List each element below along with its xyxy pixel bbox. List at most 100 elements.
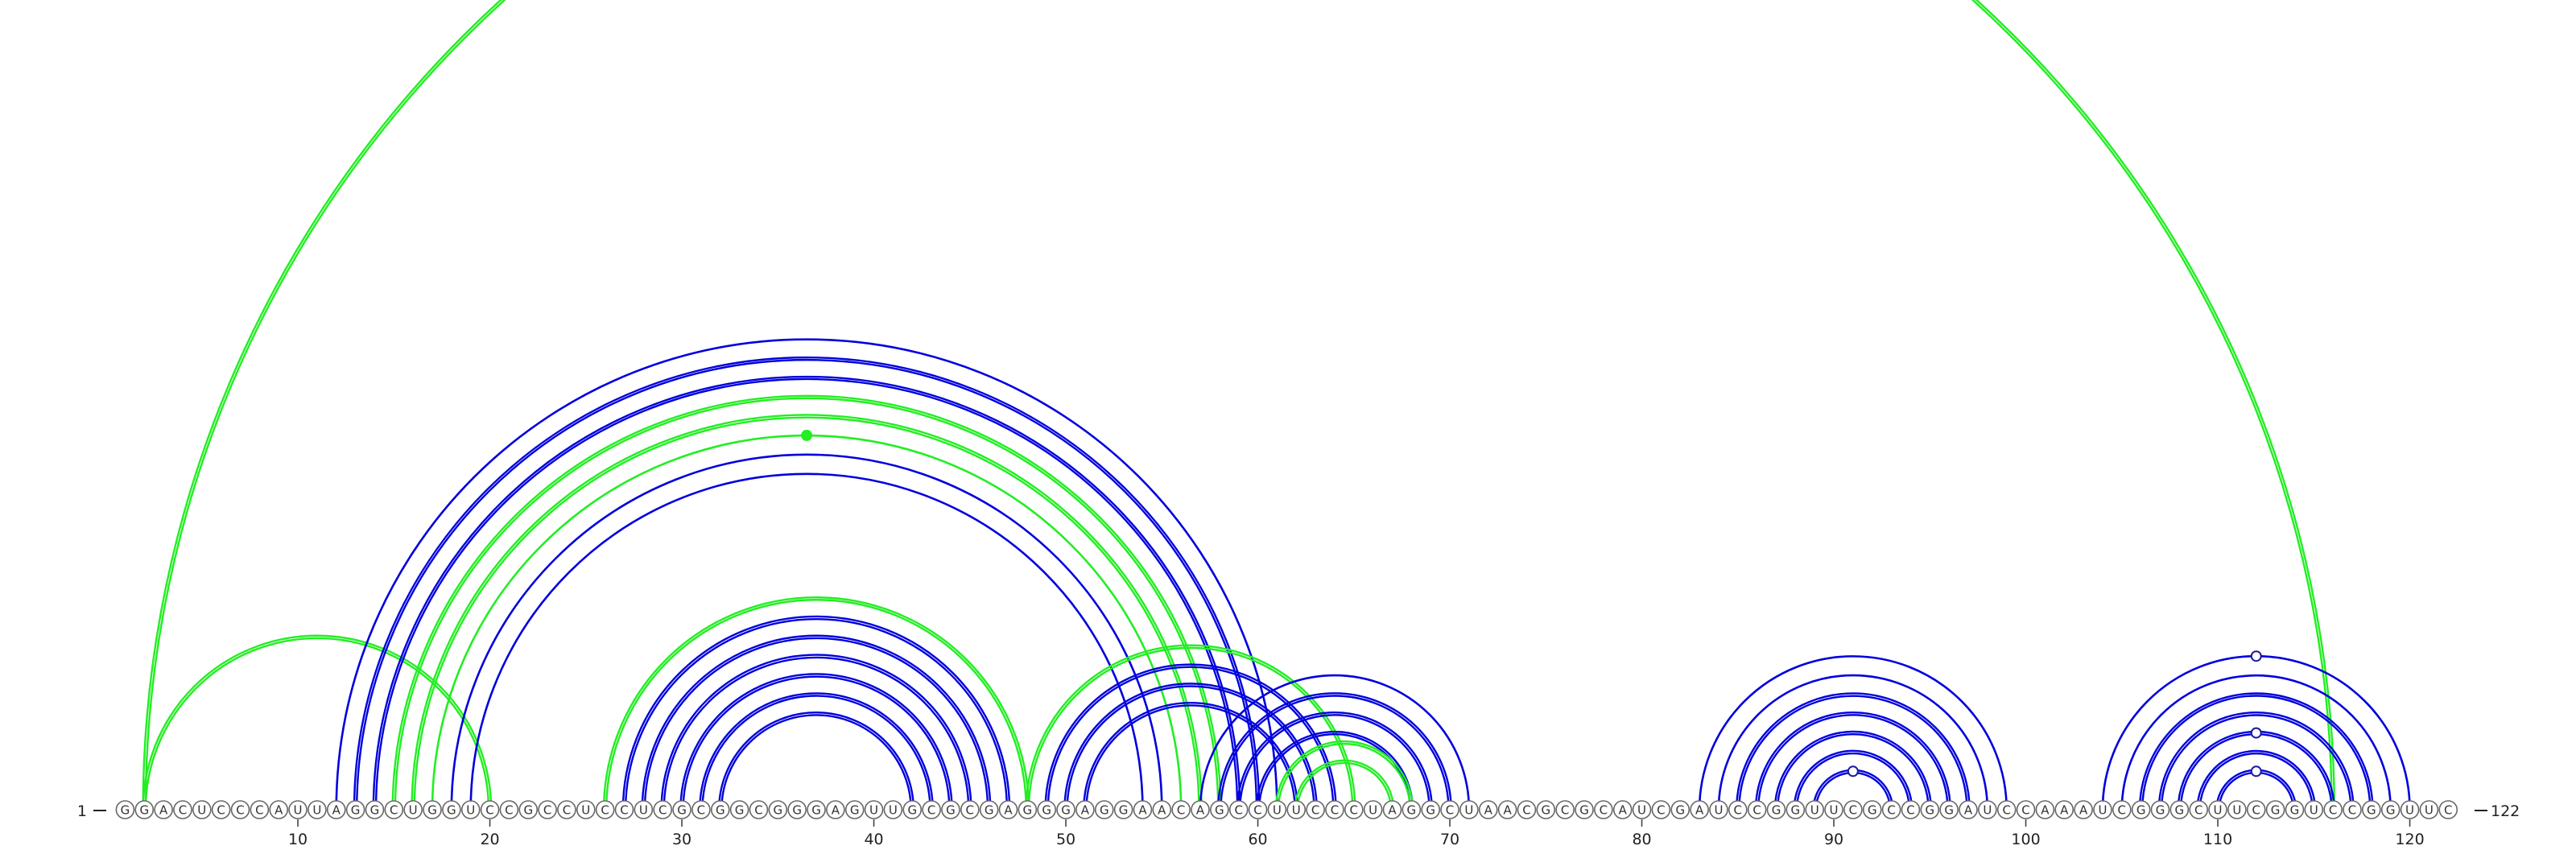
base-pair-arc-84-98 [1717, 674, 1989, 811]
nucleotide-circle [960, 800, 980, 819]
nucleotide-84: U [1709, 800, 1728, 819]
nucleotide-letter: U [889, 803, 898, 818]
nucleotide-59: C [1228, 800, 1249, 819]
nucleotide-circle [2189, 800, 2208, 819]
nucleotide-letter: C [1522, 803, 1530, 818]
arc-marker-89-93 [1847, 765, 1859, 778]
nucleotide-circle [365, 800, 385, 819]
nucleotide-64: C [1325, 800, 1344, 819]
base-pair-arc-16-57-inner [413, 416, 1200, 811]
nucleotide-circle [1728, 800, 1748, 819]
nucleotide-73: A [1497, 800, 1517, 819]
nucleotide-circle [2246, 800, 2266, 819]
nucleotide-letter: A [1196, 803, 1205, 818]
nucleotide-42: G [902, 800, 923, 819]
nucleotide-35: G [768, 800, 788, 819]
nucleotide-108: G [2169, 800, 2190, 819]
nucleotide-letter: A [1964, 803, 1973, 818]
nucleotide-letter: G [1426, 803, 1435, 818]
base-pair-arc-15-58-inner [394, 397, 1220, 811]
nucleotide-circle [2419, 800, 2439, 819]
nucleotide-letter: C [255, 803, 263, 818]
nucleotide-letter: G [1100, 803, 1109, 818]
nucleotide-circle [499, 800, 519, 819]
base-pair-arc-49-64-inner [1046, 666, 1335, 811]
nucleotide-51: A [1075, 800, 1095, 819]
nucleotide-44: G [941, 800, 960, 819]
base-pair-arc-28-46-inner [643, 637, 989, 811]
nucleotide-letter: A [1004, 803, 1013, 818]
nucleotide-circle [308, 800, 327, 819]
nucleotide-circle [1575, 800, 1594, 819]
nucleotide-letter: U [2425, 803, 2434, 818]
nucleotide-circle [518, 800, 539, 819]
nucleotide-letter: G [850, 803, 860, 818]
base-pair-arc-31-43-inner [701, 695, 931, 811]
nucleotide-circle [442, 800, 461, 819]
base-pair-arc-14-59-inner [374, 377, 1239, 811]
nucleotide-31: C [691, 800, 711, 819]
nucleotide-6: C [211, 800, 231, 819]
nucleotide-letter: G [985, 803, 994, 818]
sequence-start-label: 1 [77, 802, 87, 820]
nucleotide-letter: G [1579, 803, 1589, 818]
nucleotide-7: C [230, 800, 250, 819]
nucleotide-121: U [2419, 800, 2439, 819]
nucleotide-letter: G [351, 803, 361, 818]
nucleotide-circle [1248, 800, 1268, 819]
tick-label-70: 70 [1440, 831, 1459, 848]
nucleotide-letter: U [2232, 803, 2241, 818]
nucleotide-112: C [2246, 800, 2266, 819]
nucleotide-20: C [480, 800, 500, 819]
nucleotide-105: C [2112, 800, 2132, 819]
base-pair-arc-15-58-outer [391, 394, 1222, 811]
base-pair-arc-58-70-inner [1220, 695, 1450, 811]
base-pair-arc-107-117-outer [2157, 711, 2355, 811]
nucleotide-circle [2400, 800, 2420, 819]
nucleotide-letter: G [1791, 803, 1801, 818]
nucleotide-letter: U [1830, 803, 1839, 818]
nucleotide-letter: U [1292, 803, 1301, 818]
nucleotide-letter: C [1234, 803, 1242, 818]
nucleotide-88: G [1785, 800, 1806, 819]
nucleotide-58: G [1210, 800, 1229, 819]
nucleotide-letter: C [2194, 803, 2202, 818]
nucleotide-circle [653, 800, 673, 819]
arc-marker-104-120 [2250, 650, 2262, 662]
nucleotide-letter: G [907, 803, 917, 818]
nucleotide-letter: U [1714, 803, 1723, 818]
base-pair-arc-105-119 [2120, 674, 2392, 811]
base-pair-arc-58-70-outer [1217, 692, 1452, 811]
nucleotide-circle [2035, 800, 2055, 819]
base-pair-arc-2-116-outer [142, 0, 2335, 811]
nucleotide-56: C [1171, 800, 1191, 819]
nucleotide-letter: G [121, 803, 130, 818]
nucleotide-101: A [2035, 800, 2055, 819]
nucleotide-letter: A [159, 803, 168, 818]
nucleotide-79: A [1612, 800, 1633, 819]
nucleotide-85: C [1728, 800, 1748, 819]
nucleotide-letter: G [2156, 803, 2165, 818]
nucleotide-letter: G [716, 803, 725, 818]
nucleotide-120: U [2400, 800, 2420, 819]
nucleotide-letter: G [946, 803, 956, 818]
nucleotide-letter: C [1752, 803, 1761, 818]
nucleotide-circle [1267, 800, 1287, 819]
nucleotide-letter: G [1772, 803, 1781, 818]
nucleotide-circle [2112, 800, 2132, 819]
nucleotide-circle [2131, 800, 2151, 819]
nucleotide-103: A [2074, 800, 2093, 819]
nucleotide-87: G [1766, 800, 1786, 819]
nucleotide-letter: C [1600, 803, 1608, 818]
nucleotide-74: C [1517, 800, 1537, 819]
nucleotide-23: C [538, 800, 557, 819]
nucleotide-letter: U [1810, 803, 1819, 818]
position-axis: 10 20 30 40 50 60 70 80 90 100 110 120 [288, 819, 2425, 848]
nucleotide-41: U [883, 800, 903, 819]
nucleotide-10: U [288, 800, 308, 819]
nucleotide-letter: C [2002, 803, 2010, 818]
nucleotide-5: U [192, 800, 212, 819]
base-pair-arc-29-45-inner [663, 656, 970, 811]
base-pair-arc-26-48-outer [602, 596, 1030, 811]
nucleotide-circle [1709, 800, 1728, 819]
